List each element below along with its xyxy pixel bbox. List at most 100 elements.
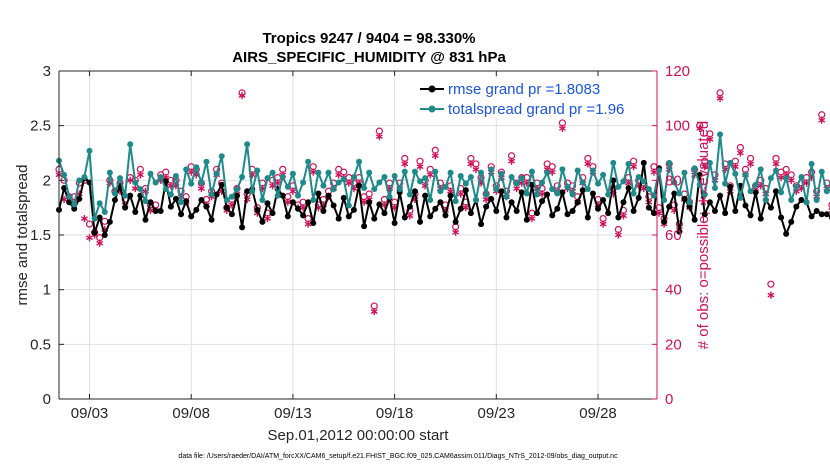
totalspread-point (661, 197, 668, 204)
obs-evaluated-marker (431, 152, 439, 160)
legend-spread-label: totalspread grand pr = (448, 101, 595, 118)
rmse-point (427, 213, 434, 220)
rmse-point (757, 215, 764, 222)
totalspread-point (717, 131, 724, 138)
totalspread-point (294, 192, 301, 199)
rmse-point (320, 207, 327, 214)
totalspread-point (442, 183, 449, 190)
totalspread-point (335, 179, 342, 186)
totalspread-point (706, 159, 713, 166)
rmse-point (330, 202, 337, 209)
rmse-point (752, 189, 759, 196)
totalspread-point (96, 200, 103, 207)
obs-evaluated-stroke (269, 183, 277, 189)
rmse-point (620, 199, 627, 206)
rmse-point (564, 211, 571, 218)
legend-rmse-label: rmse grand pr = (448, 81, 555, 98)
totalspread-point (417, 178, 424, 185)
obs-evaluated-stroke (447, 188, 455, 194)
legend-rmse-marker (428, 85, 436, 93)
totalspread-point (233, 186, 240, 193)
totalspread-point (310, 197, 317, 204)
totalspread-point (305, 158, 312, 165)
totalspread-point (315, 169, 322, 176)
rmse-point (569, 207, 576, 214)
obs-evaluated-marker (747, 160, 755, 168)
rmse-point (417, 218, 424, 225)
rmse-point (294, 205, 301, 212)
totalspread-point (625, 160, 632, 167)
tick-layer: 09/03 09/08 09/13 09/18 09/23 09/28 0 0.5 1 1.5 2 2… (30, 63, 690, 422)
rmse-point (488, 195, 495, 202)
obs-evaluated-marker (548, 168, 556, 176)
totalspread-point (549, 186, 556, 193)
rmse-point (742, 202, 749, 209)
totalspread-point (539, 179, 546, 186)
obs-evaluated-stroke (126, 177, 134, 183)
totalspread-point (513, 180, 520, 187)
rmse-point (600, 197, 607, 204)
rmse-point (686, 203, 693, 210)
totalspread-point (345, 202, 352, 209)
totalspread-point (325, 169, 332, 176)
obs-evaluated-stroke (508, 158, 516, 164)
rmse-point (162, 178, 169, 185)
totalspread-point (381, 174, 388, 181)
rmse-point (61, 184, 68, 191)
totalspread-point (747, 188, 754, 195)
totalspread-point (111, 190, 118, 197)
rmse-point (457, 205, 464, 212)
rmse-point (269, 210, 276, 217)
rmse-point (666, 203, 673, 210)
totalspread-point (620, 178, 627, 185)
obs-evaluated-stroke (264, 216, 271, 222)
obs-evaluated-stroke (416, 164, 424, 170)
obs-evaluated-stroke (625, 180, 632, 186)
rmse-point (635, 194, 642, 201)
totalspread-point (284, 183, 291, 190)
obs-evaluated-stroke (243, 197, 251, 202)
rmse-point (615, 214, 622, 221)
totalspread-point (823, 188, 830, 195)
totalspread-point (737, 194, 744, 201)
rmse-point (178, 211, 185, 218)
totalspread-point (488, 166, 495, 173)
rmse-point (183, 198, 190, 205)
obs-evaluated-stroke (370, 309, 378, 314)
totalspread-point (86, 147, 93, 154)
totalspread-point (808, 160, 815, 167)
rmse-point (711, 207, 718, 214)
rmse-point (340, 194, 347, 201)
y-right-tick-label: 100 (665, 118, 690, 135)
obs-evaluated-stroke (513, 186, 521, 191)
totalspread-point (615, 183, 622, 190)
totalspread-point (406, 191, 413, 198)
totalspread-point (91, 215, 98, 222)
obs-evaluated-marker (289, 187, 297, 195)
totalspread-point (411, 168, 418, 175)
totalspread-point (478, 169, 485, 176)
totalspread-point (772, 167, 779, 174)
rmse-point (111, 197, 118, 204)
rmse-point (300, 212, 307, 219)
rmse-point (198, 197, 205, 204)
rmse-point (127, 192, 134, 199)
totalspread-point (117, 175, 124, 182)
rmse-point (167, 203, 174, 210)
totalspread-point (732, 170, 739, 177)
totalspread-point (757, 166, 764, 173)
totalspread-point (650, 192, 657, 199)
obs-evaluated-marker (136, 171, 144, 179)
obs-possible-marker (85, 220, 94, 228)
y-left-tick-label: 3 (43, 63, 51, 80)
rmse-point (76, 195, 83, 202)
rmse-point (503, 214, 510, 221)
totalspread-point (427, 197, 434, 204)
rmse-point (366, 199, 373, 206)
totalspread-point (798, 174, 805, 181)
rmse-point (701, 211, 708, 218)
y-right-tick-label: 80 (665, 172, 682, 189)
obs-evaluated-stroke (406, 213, 414, 219)
rmse-point (630, 207, 637, 214)
